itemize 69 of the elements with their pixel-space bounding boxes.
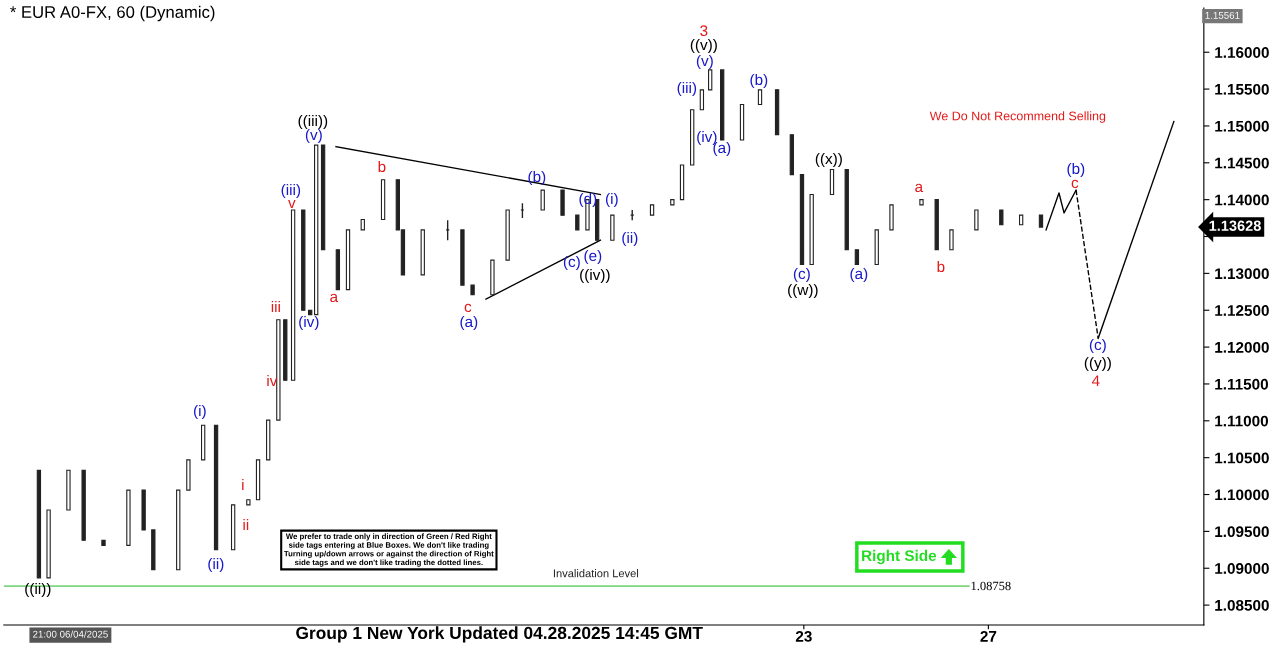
annotation: (ii) [208,557,224,573]
y-tick-label: 1.14500 [1215,157,1269,169]
y-tick-label: 1.08500 [1215,599,1269,611]
y-tick-label: 1.09000 [1215,563,1269,574]
chart-title: * EUR A0-FX, 60 (Dynamic) [10,5,215,22]
annotation: (e) [584,249,602,265]
annotation: ((w)) [788,283,818,299]
candlestick [699,89,705,111]
text: 1.15561 [1205,11,1240,19]
candlestick [949,229,954,251]
annotation: (iii) [677,81,697,97]
annotation: ((ii)) [25,582,51,598]
annotation: 1.08758 [971,581,1011,591]
annotation: a [330,293,339,303]
annotation: (iii) [281,183,301,199]
annotation: Right Side [862,549,937,565]
text: 1.13628 [1209,220,1261,231]
annotation: a [915,183,924,193]
annotation: c [464,303,472,313]
annotation: (b) [528,170,546,186]
annotation: (i) [606,192,618,208]
annotation: (v) [696,54,713,70]
annotation: (b) [750,73,768,89]
annotation: ((y)) [1084,356,1111,372]
annotation: (a) [460,315,478,331]
text: 21:00 06/04/2025 [33,630,108,638]
y-tick-label: 1.09500 [1215,526,1269,538]
y-tick-label: 1.10000 [1215,489,1269,501]
candlestick [974,209,979,231]
annotation: We Do Not Recommend Selling [929,111,1106,123]
annotation: ((v)) [690,38,717,54]
annotation: (c) [563,255,580,271]
annotation: i [242,478,244,490]
x-tick-label: 23 [795,630,812,642]
annotation: ((iii)) [298,114,328,130]
annotation: 3 [700,25,708,37]
annotation: (d) [579,192,597,208]
ref-line-label: Invalidation Level [553,569,639,578]
annotation: (ii) [622,231,638,247]
annotation: v [288,199,296,208]
annotation: (a) [850,267,868,283]
y-tick-label: 1.15500 [1215,83,1269,95]
annotation: ((x)) [815,152,842,168]
text: Group 1 New York Updated 04.28.2025 14:45 GMT [296,626,703,643]
annotation: (c) [793,267,810,283]
y-tick-label: 1.15000 [1215,120,1269,132]
annotation: b [378,160,386,173]
y-tick-label: 1.12000 [1215,341,1269,353]
y-tick-label: 1.16000 [1215,47,1269,58]
annotation: c [1071,179,1079,189]
y-tick-label: 1.10500 [1215,452,1269,464]
annotation: (i) [194,404,206,420]
y-tick-label: 1.13000 [1215,268,1269,280]
annotation: (v) [305,128,322,144]
annotation: (c) [1089,338,1106,354]
annotation: ((iv)) [580,268,610,284]
y-tick-label: 1.11000 [1215,415,1269,427]
candlestick [708,69,713,91]
y-tick-label: 1.11500 [1215,378,1269,390]
annotation: iii [271,300,280,312]
y-tick-label: 1.12500 [1215,305,1269,316]
x-tick-label: 27 [980,630,997,642]
annotation: 4 [1091,375,1100,386]
y-tick-label: 1.14000 [1215,194,1269,206]
candlestick [540,189,545,211]
annotation: ii [243,518,249,530]
annotation: (b) [1067,162,1085,178]
annotation: b [937,260,945,273]
annotation: (iv) [299,315,319,331]
